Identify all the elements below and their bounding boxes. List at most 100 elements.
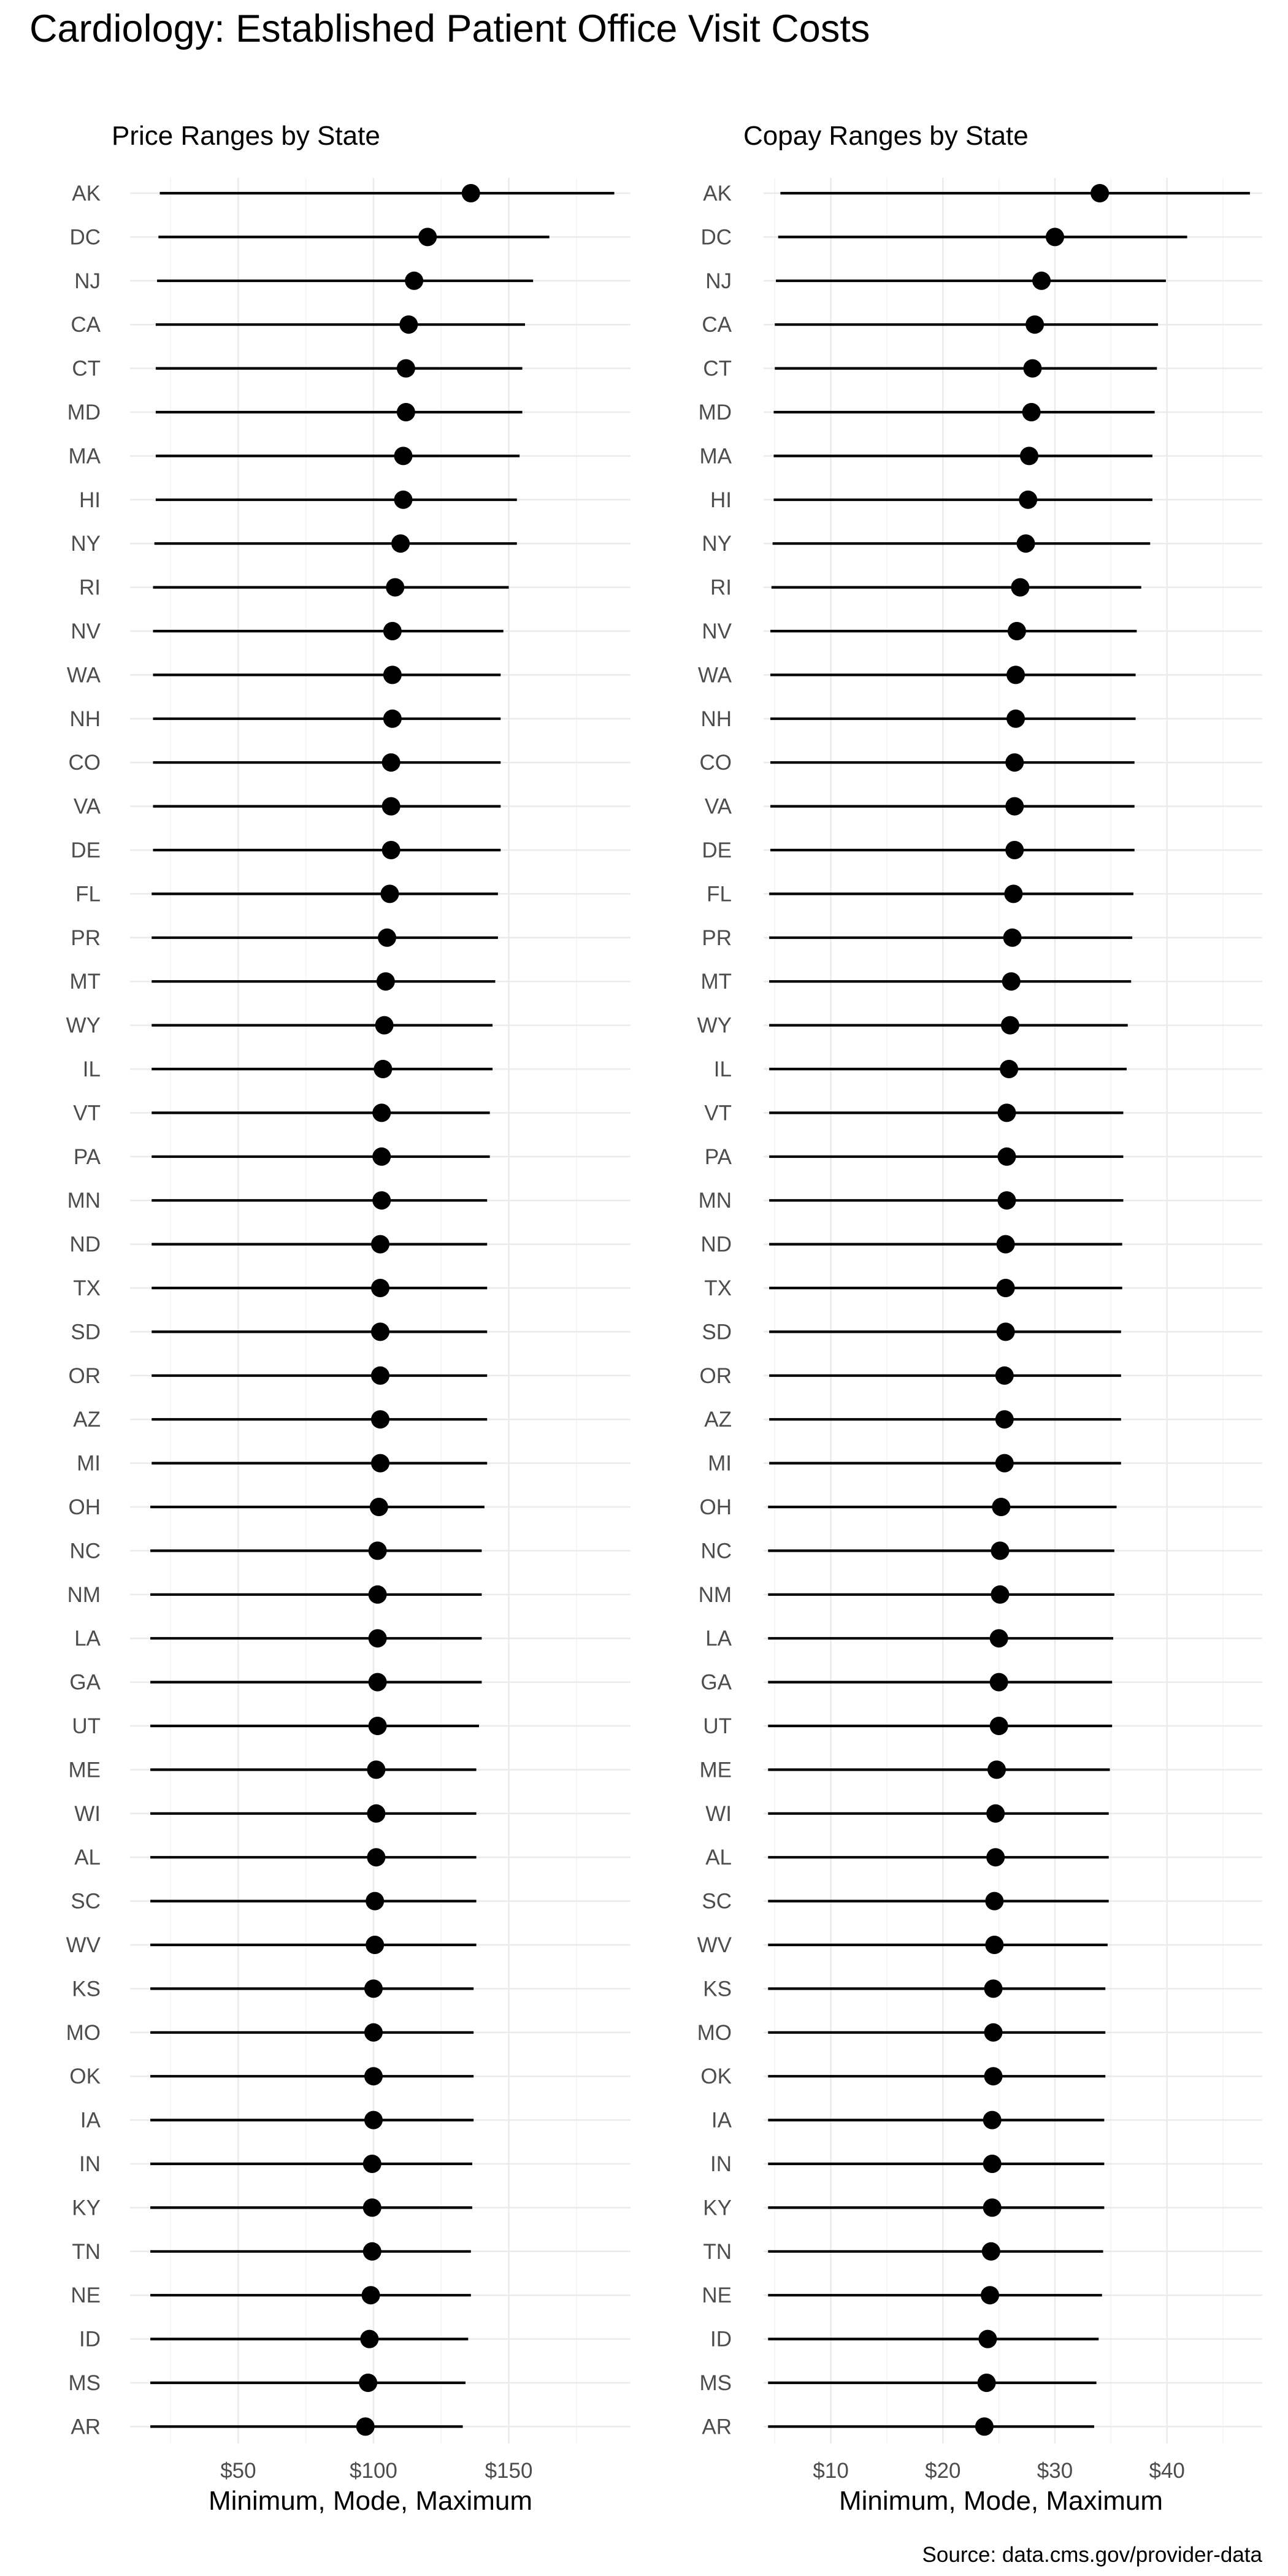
copay-state-label-IN: IN [710,2152,732,2176]
copay-panel: Copay Ranges by State AK DC NJ CA CT MD MA HI NY R… [697,121,1262,2516]
price-mode-point-FL [380,884,399,903]
copay-mode-point-RI [1011,578,1030,597]
price-mode-point-HI [394,490,413,509]
copay-mode-point-VA [1005,797,1024,816]
price-state-label-HI: HI [79,488,101,512]
price-mode-point-CA [399,315,418,334]
price-state-label-DC: DC [69,225,101,249]
price-mode-point-AL [367,1848,386,1867]
price-state-label-DE: DE [71,838,101,862]
copay-state-label-AK: AK [703,182,732,205]
price-state-label-ID: ID [79,2328,101,2352]
copay-state-label-CO: CO [700,751,732,775]
price-mode-point-MD [396,403,415,421]
copay-state-label-CA: CA [702,313,732,337]
copay-state-label-VA: VA [705,795,732,819]
price-tick-label: $50 [220,2459,256,2483]
copay-mode-point-MA [1019,447,1038,466]
price-state-label-WV: WV [66,1933,101,1957]
price-state-label-ME: ME [69,1758,101,1782]
price-mode-point-ID [360,2329,379,2348]
price-state-label-FL: FL [75,882,101,906]
price-mode-point-RI [386,578,405,597]
copay-state-label-MD: MD [699,401,732,424]
price-state-label-GA: GA [69,1671,101,1695]
price-mode-point-TX [371,1279,389,1297]
price-state-label-NC: NC [69,1539,101,1563]
chart-caption: Source: data.cms.gov/provider-data [922,2543,1263,2567]
price-mode-point-KS [364,1979,383,1998]
price-state-label-PR: PR [71,926,101,950]
copay-state-label-KS: KS [703,1977,732,2001]
price-state-label-TX: TX [73,1276,101,1300]
copay-state-label-NM: NM [699,1583,732,1607]
copay-mode-point-IA [983,2110,1002,2129]
price-state-label-IA: IA [80,2109,101,2133]
copay-mode-point-NE [981,2286,1000,2305]
price-state-label-MT: MT [69,970,101,994]
price-state-label-KY: KY [72,2196,101,2220]
price-state-label-MD: MD [67,401,101,424]
copay-mode-point-SD [996,1322,1015,1341]
copay-x-axis-label: Minimum, Mode, Maximum [839,2486,1163,2516]
copay-subtitle: Copay Ranges by State [743,121,1029,151]
price-state-label-NY: NY [71,532,101,556]
copay-mode-point-MO [984,2023,1003,2042]
copay-mode-point-MN [997,1191,1016,1210]
price-mode-point-CT [396,359,415,378]
copay-state-label-NE: NE [702,2283,732,2307]
price-mode-point-UT [368,1717,387,1735]
price-mode-point-AR [356,2417,375,2436]
copay-state-label-HI: HI [710,488,732,512]
price-state-label-RI: RI [79,576,101,600]
copay-state-label-GA: GA [700,1671,732,1695]
price-mode-point-WI [367,1804,386,1823]
price-mode-point-NJ [405,271,424,290]
price-state-label-VT: VT [73,1101,101,1125]
price-mode-point-IA [364,2110,383,2129]
price-mode-point-IN [362,2155,381,2173]
price-state-label-WY: WY [66,1014,101,1038]
price-mode-point-AZ [371,1410,389,1429]
copay-state-label-OK: OK [700,2064,732,2088]
price-state-label-WA: WA [67,663,101,687]
copay-mode-point-WA [1006,665,1025,684]
copay-mode-point-AK [1091,184,1110,202]
copay-mode-point-OR [995,1366,1014,1385]
copay-mode-point-NH [1006,709,1025,728]
copay-state-label-WA: WA [698,663,732,687]
price-state-label-CO: CO [69,751,101,775]
price-state-label-ND: ND [69,1233,101,1257]
price-state-label-MS: MS [69,2371,101,2395]
copay-tick-label: $30 [1037,2459,1073,2483]
copay-state-label-CT: CT [703,357,732,381]
copay-state-label-MT: MT [700,970,732,994]
copay-mode-point-CO [1005,753,1024,772]
copay-mode-point-TX [996,1279,1015,1297]
copay-mode-point-AR [975,2417,994,2436]
price-mode-point-CO [381,753,401,772]
copay-state-label-IA: IA [711,2109,732,2133]
copay-state-label-MA: MA [700,444,732,468]
copay-state-label-NC: NC [700,1539,732,1563]
price-mode-point-MS [359,2374,378,2392]
price-mode-point-WY [375,1016,394,1035]
price-state-label-NJ: NJ [74,269,101,293]
copay-mode-point-HI [1019,490,1038,509]
price-mode-point-VA [381,797,401,816]
price-mode-point-VT [372,1103,391,1122]
copay-state-label-SD: SD [702,1320,732,1344]
copay-mode-point-CA [1025,315,1045,334]
copay-state-label-TN: TN [703,2240,732,2264]
copay-state-label-LA: LA [705,1627,732,1650]
price-state-label-NV: NV [71,619,101,643]
copay-state-label-KY: KY [703,2196,732,2220]
price-state-label-MN: MN [67,1189,101,1213]
copay-mode-point-UT [989,1717,1008,1735]
copay-mode-point-MD [1022,403,1041,421]
copay-mode-point-KS [984,1979,1003,1998]
copay-mode-point-ME [987,1760,1006,1779]
price-mode-point-GA [368,1673,387,1692]
price-state-label-SC: SC [71,1890,101,1914]
price-tick-label: $100 [350,2459,397,2483]
